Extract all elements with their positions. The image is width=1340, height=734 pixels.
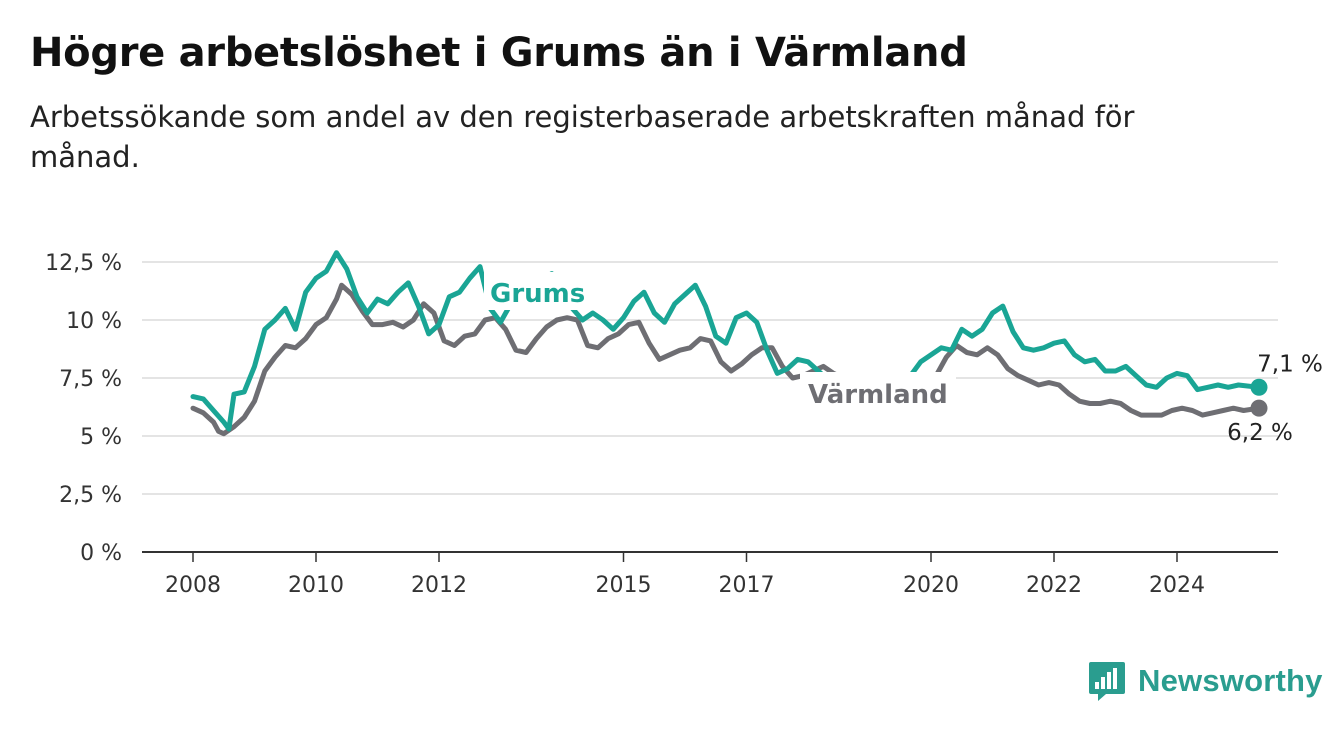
newsworthy-logo: Newsworthy <box>1088 660 1323 702</box>
end-point-marker <box>1250 399 1268 417</box>
y-axis-ticks: 0 % 2,5 % 5 % 7,5 % 10 % 12,5 % <box>45 251 122 566</box>
y-tick-label: 10 % <box>66 309 122 334</box>
chart-title: Högre arbetslöshet i Grums än i Värmland <box>30 30 968 76</box>
brand-name: Newsworthy <box>1138 663 1323 698</box>
y-tick-label: 2,5 % <box>59 483 122 508</box>
end-point-marker <box>1250 378 1268 396</box>
series-line-v-rmland <box>190 282 1262 437</box>
end-value-grums: 7,1 % <box>1257 351 1323 377</box>
label-halo <box>484 272 594 310</box>
y-tick-label: 7,5 % <box>59 367 122 392</box>
end-value-varmland: 6,2 % <box>1227 420 1293 446</box>
series-labels: Grums Värmland 7,1 % 6,2 % <box>484 272 1323 446</box>
x-axis-ticks: 2008 2010 2012 2015 2017 2020 2022 2024 <box>165 552 1205 598</box>
series-label-grums: Grums <box>490 279 585 309</box>
x-tick-label: 2024 <box>1149 573 1205 598</box>
chart-subtitle: Arbetssökande som andel av den registerb… <box>30 100 1135 174</box>
series-lines <box>190 250 1268 437</box>
x-tick-label: 2008 <box>165 573 221 598</box>
y-tick-label: 0 % <box>80 541 122 566</box>
series-label-varmland: Värmland <box>808 380 948 410</box>
newsworthy-chart-icon <box>1089 662 1125 701</box>
x-tick-label: 2017 <box>719 573 775 598</box>
series-line-grums <box>190 250 1262 432</box>
x-tick-label: 2010 <box>288 573 344 598</box>
x-tick-label: 2022 <box>1026 573 1082 598</box>
x-tick-label: 2012 <box>411 573 467 598</box>
gridlines <box>142 261 1278 553</box>
x-tick-label: 2015 <box>596 573 652 598</box>
x-tick-label: 2020 <box>903 573 959 598</box>
y-tick-label: 12,5 % <box>45 251 122 276</box>
label-halo <box>800 372 956 410</box>
y-tick-label: 5 % <box>80 425 122 450</box>
